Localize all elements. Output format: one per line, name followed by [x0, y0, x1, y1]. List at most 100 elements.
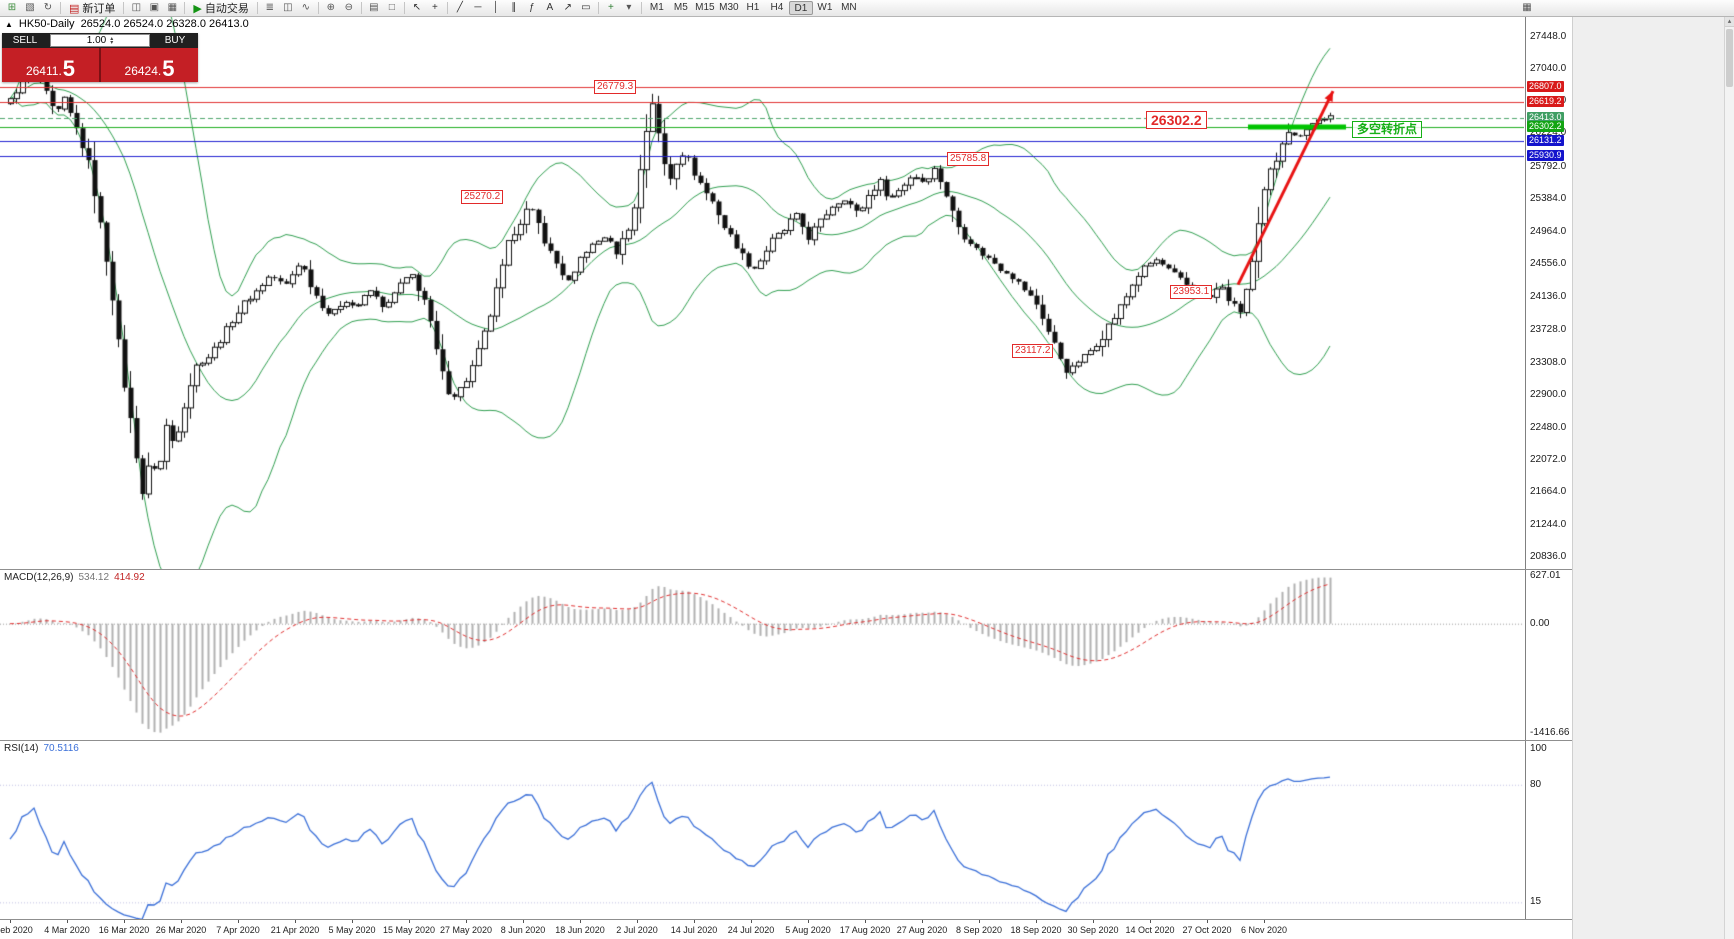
time-tick — [922, 920, 923, 923]
price-tick: 24964.0 — [1530, 226, 1567, 238]
rsi-canvas[interactable] — [0, 741, 1524, 919]
scrollbar-thumb[interactable] — [1726, 29, 1733, 87]
profiles-icon[interactable]: ▧ — [25, 2, 35, 13]
volume-input[interactable]: 1.00 ▴ ▾ — [50, 34, 150, 47]
price-tag: 26413.0 — [1527, 112, 1564, 124]
date-label: 15 May 2020 — [382, 925, 436, 935]
data-window-icon[interactable]: ▣ — [149, 2, 160, 13]
buy-price[interactable]: 26424. 5 — [101, 48, 198, 82]
buy-price-dot: . — [157, 64, 162, 78]
timeframe-button-m15[interactable]: M15 — [695, 2, 715, 13]
navigator-icon[interactable]: ▦ — [167, 2, 178, 13]
timeframe-button-w1[interactable]: W1 — [817, 2, 833, 13]
scroll-up-icon[interactable]: ▴ — [1725, 17, 1734, 27]
date-label: 26 Mar 2020 — [155, 925, 207, 935]
time-tick — [1093, 920, 1094, 923]
price-annotation[interactable]: 25270.2 — [461, 190, 504, 204]
channel-icon[interactable]: ∥ — [511, 2, 517, 13]
rsi-tick: 100 — [1530, 742, 1547, 754]
right-gutter — [1572, 17, 1724, 939]
line-chart-type-icon[interactable]: ∿ — [301, 2, 311, 13]
time-tick — [1264, 920, 1265, 923]
shapes-icon[interactable]: ▭ — [581, 2, 591, 13]
trendline-icon[interactable]: ╱ — [456, 2, 463, 13]
timeframe-button-m5[interactable]: M5 — [673, 2, 688, 13]
macd-name: MACD(12,26,9) — [4, 572, 74, 583]
date-label: 30 Sep 2020 — [1067, 925, 1119, 935]
auto-trading-button[interactable]: ▶ 自动交易 — [188, 1, 253, 16]
date-label: 14 Oct 2020 — [1125, 925, 1175, 935]
price-chart-canvas[interactable] — [0, 17, 1524, 569]
new-chart-icon[interactable]: ⊞ — [7, 2, 17, 13]
chart-ohlc-title: ▲ HK50-Daily 26524.0 26524.0 26328.0 264… — [5, 18, 249, 30]
new-order-button[interactable]: ▤ 新订单 — [64, 1, 120, 16]
indicators-icon[interactable]: + — [607, 2, 614, 13]
macd-axis: 627.01 0.00 -1416.66 — [1525, 570, 1572, 740]
price-annotation[interactable]: 23953.1 — [1170, 285, 1213, 299]
price-annotation[interactable]: 26779.3 — [594, 80, 637, 94]
time-tick — [466, 920, 467, 923]
macd-tick: 627.01 — [1530, 570, 1561, 581]
refresh-icon[interactable]: ↻ — [43, 2, 53, 13]
toolbar-separator — [446, 2, 448, 14]
price-tick: 22480.0 — [1530, 421, 1567, 433]
spinner-down-icon[interactable]: ▾ — [110, 39, 114, 46]
time-tick — [1150, 920, 1151, 923]
one-click-header: SELL 1.00 ▴ ▾ BUY — [2, 33, 198, 48]
sell-price[interactable]: 26411. 5 — [2, 48, 101, 82]
crosshair-icon[interactable]: + — [431, 2, 438, 13]
price-annotation[interactable]: 25785.8 — [947, 152, 990, 166]
macd-main-value: 534.12 — [78, 572, 110, 583]
price-tag: 25930.9 — [1527, 150, 1564, 162]
price-tick: 21664.0 — [1530, 485, 1567, 497]
text-icon[interactable]: A — [546, 2, 554, 13]
timeframe-button-d1[interactable]: D1 — [788, 1, 813, 15]
timeframe-button-h1[interactable]: H1 — [746, 2, 760, 13]
rsi-axis: 100 80 15 — [1525, 741, 1572, 919]
price-tick: 27448.0 — [1530, 31, 1567, 42]
vertical-scrollbar[interactable]: ▴ — [1724, 17, 1734, 939]
date-label: 27 May 2020 — [439, 925, 493, 935]
turning-point-label[interactable]: 多空转折点 — [1352, 121, 1423, 138]
timeframe-button-m30[interactable]: M30 — [719, 2, 739, 13]
price-annotation[interactable]: 23117.2 — [1012, 344, 1054, 358]
cursor-icon[interactable]: ↖ — [412, 2, 422, 13]
price-tick: 27040.0 — [1530, 63, 1567, 75]
timeframe-button-h4[interactable]: H4 — [770, 2, 784, 13]
arrows-icon[interactable]: ↗ — [563, 2, 573, 13]
zoom-in-icon[interactable]: ⊕ — [326, 2, 336, 13]
indicators-dropdown-icon[interactable]: ▾ — [626, 2, 632, 13]
volume-stepper[interactable]: ▴ ▾ — [110, 35, 114, 46]
time-tick — [409, 920, 410, 923]
time-axis[interactable]: 1 Feb 2020 4 Mar 2020 16 Mar 2020 26 Mar 20… — [0, 919, 1572, 939]
price-annotation[interactable]: 26302.2 — [1146, 111, 1207, 129]
vertical-line-icon[interactable]: │ — [492, 2, 499, 13]
buy-button[interactable]: BUY — [152, 33, 198, 48]
timeframe-button-m1[interactable]: M1 — [649, 2, 664, 13]
spinner-up-icon[interactable]: ▴ — [110, 35, 114, 42]
date-label: 6 Nov 2020 — [1240, 925, 1288, 935]
toolbar-separator — [640, 2, 642, 14]
price-tick: 22072.0 — [1530, 453, 1567, 465]
macd-canvas[interactable] — [0, 570, 1524, 740]
bars-chart-type-icon[interactable]: ≣ — [265, 2, 275, 13]
one-click-prices: 26411. 5 26424. 5 — [2, 48, 198, 82]
candles-chart-type-icon[interactable]: ◫ — [283, 2, 293, 13]
time-tick — [67, 920, 68, 923]
price-tag: 26302.2 — [1527, 121, 1564, 133]
timeframe-button-mn[interactable]: MN — [841, 2, 857, 13]
date-label: 27 Oct 2020 — [1182, 925, 1232, 935]
sell-button[interactable]: SELL — [2, 33, 48, 48]
grid-icon[interactable]: ▦ — [1522, 2, 1532, 13]
price-tick: 20836.0 — [1530, 551, 1567, 562]
market-watch-icon[interactable]: ◫ — [131, 2, 142, 13]
tile-windows-icon[interactable]: ▤ — [369, 2, 379, 13]
fibonacci-icon[interactable]: ƒ — [529, 2, 535, 13]
horizontal-line-icon[interactable]: ─ — [474, 2, 482, 13]
date-label: 2 Jul 2020 — [616, 925, 658, 935]
symbol-title: HK50-Daily — [18, 18, 75, 30]
price-tick: 21244.0 — [1530, 518, 1567, 530]
zoom-out-icon[interactable]: ⊖ — [344, 2, 354, 13]
time-tick — [181, 920, 182, 923]
cascade-windows-icon[interactable]: □ — [388, 2, 395, 13]
